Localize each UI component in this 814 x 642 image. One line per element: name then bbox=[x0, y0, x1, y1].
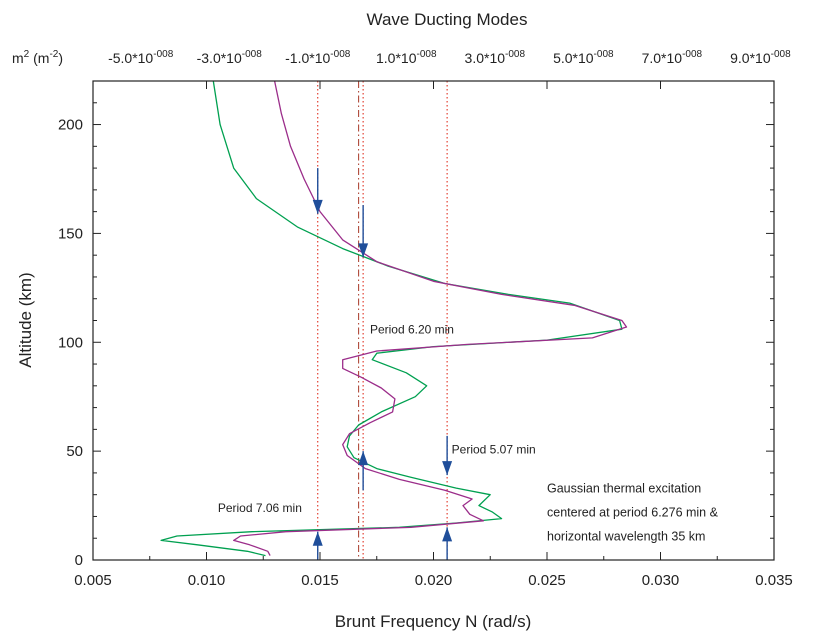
x-axis: 0.005 0.010 0.015 0.020 0.025 0.030 0.035 bbox=[74, 81, 793, 589]
top-tick-label: 5.0*10-008 bbox=[553, 49, 614, 66]
period-annotation: Period 7.06 min bbox=[218, 501, 302, 515]
reference-lines bbox=[317, 81, 448, 560]
top-tick-label: -1.0*10-008 bbox=[285, 49, 351, 66]
period-annotation: Period 6.20 min bbox=[370, 323, 454, 337]
note-line: centered at period 6.276 min & bbox=[547, 506, 719, 520]
y-axis-label: Altitude (km) bbox=[16, 272, 35, 367]
x-tick-label: 0.035 bbox=[755, 572, 793, 589]
x-tick-label: 0.030 bbox=[642, 572, 680, 589]
x-axis-label: Brunt Frequency N (rad/s) bbox=[335, 612, 532, 631]
y-tick-label: 0 bbox=[75, 552, 83, 569]
excitation-note: Gaussian thermal excitation centered at p… bbox=[547, 482, 719, 544]
chart-title: Wave Ducting Modes bbox=[367, 10, 528, 29]
x-tick-label: 0.020 bbox=[415, 572, 453, 589]
arrow-6 bbox=[442, 527, 453, 560]
top-tick-label: 9.0*10-008 bbox=[730, 49, 791, 66]
arrow-1 bbox=[312, 168, 323, 214]
top-tick-label: 1.0*10-008 bbox=[376, 49, 437, 66]
top-tick-label: 3.0*10-008 bbox=[465, 49, 526, 66]
y-tick-label: 50 bbox=[66, 443, 83, 460]
top-tick-label: -3.0*10-008 bbox=[197, 49, 263, 66]
x-tick-label: 0.005 bbox=[74, 572, 112, 589]
top-tick-label: 7.0*10-008 bbox=[642, 49, 703, 66]
top-tick-label: -5.0*10-008 bbox=[108, 49, 174, 66]
arrow-2 bbox=[358, 205, 369, 258]
note-line: Gaussian thermal excitation bbox=[547, 482, 701, 496]
x-tick-label: 0.010 bbox=[188, 572, 226, 589]
x-tick-label: 0.015 bbox=[301, 572, 339, 589]
y-tick-label: 150 bbox=[58, 225, 83, 242]
arrow-4 bbox=[312, 531, 323, 560]
y-tick-label: 200 bbox=[58, 117, 83, 134]
top-axis: -5.0*10-008 -3.0*10-008 -1.0*10-008 1.0*10-… bbox=[108, 49, 791, 66]
arrows-group bbox=[312, 168, 453, 560]
y-axis: 0 50 100 150 200 bbox=[58, 102, 774, 569]
series-group bbox=[160, 80, 628, 557]
annotations-group: Period 6.20 min Period 5.07 min Period 7.0… bbox=[218, 323, 536, 516]
arrow-3 bbox=[358, 451, 369, 491]
x-tick-label: 0.025 bbox=[528, 572, 566, 589]
arrow-5 bbox=[442, 435, 453, 476]
series-line-2 bbox=[233, 80, 628, 556]
period-annotation: Period 5.07 min bbox=[452, 442, 536, 456]
y-tick-label: 100 bbox=[58, 334, 83, 351]
note-line: horizontal wavelength 35 km bbox=[547, 530, 705, 544]
top-axis-label: m2 (m-2) bbox=[12, 49, 63, 66]
